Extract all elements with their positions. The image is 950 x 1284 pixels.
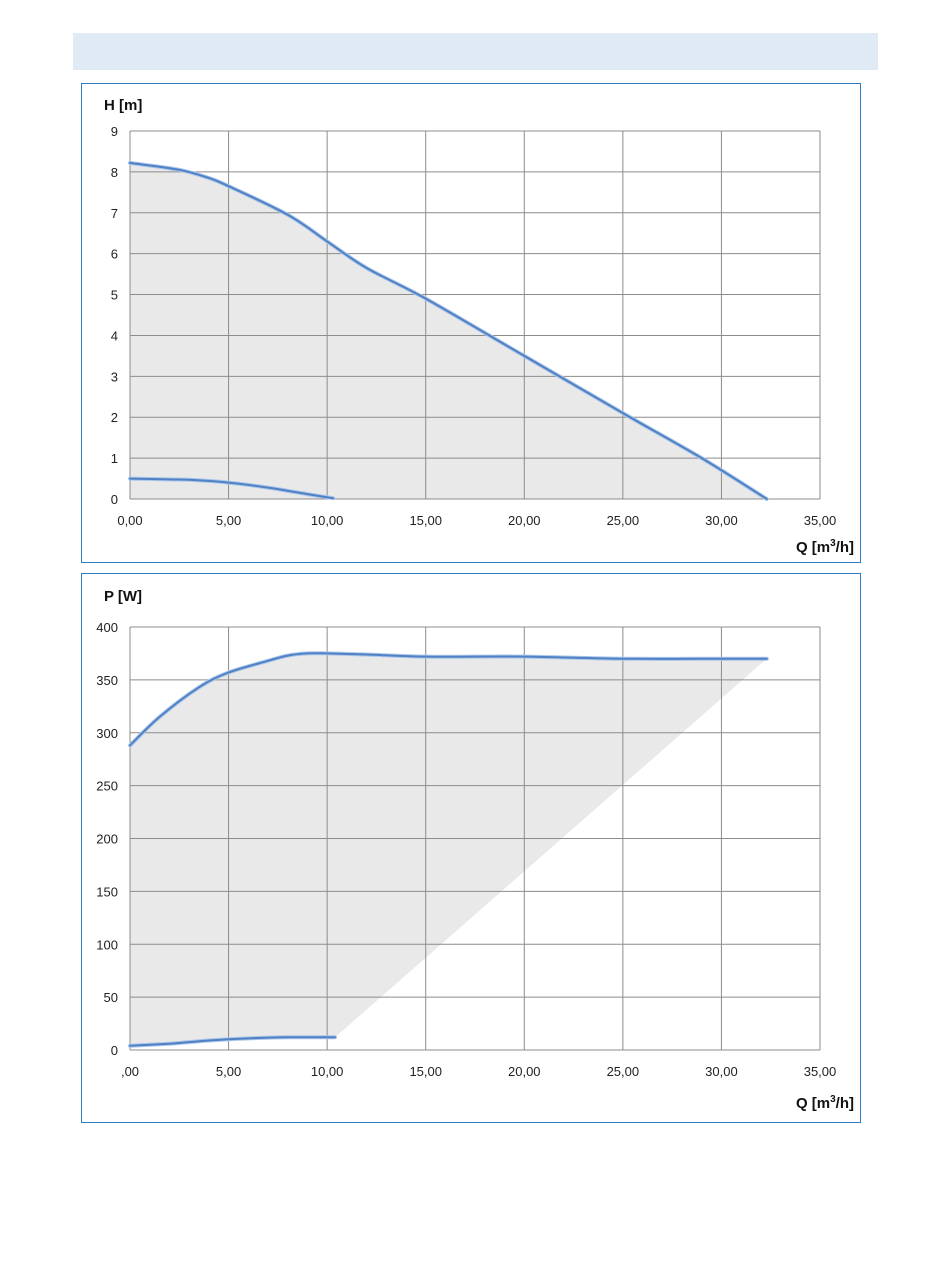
x-tick-label: 10,00 bbox=[311, 513, 344, 528]
y-tick-label: 6 bbox=[111, 247, 118, 262]
y-tick-label: 300 bbox=[96, 726, 118, 741]
y-axis-title: H [m] bbox=[104, 97, 142, 114]
y-tick-label: 4 bbox=[111, 328, 118, 343]
y-tick-label: 9 bbox=[111, 124, 118, 139]
y-tick-label: 0 bbox=[111, 1043, 118, 1058]
x-tick-label: ,00 bbox=[121, 1064, 139, 1079]
y-tick-label: 5 bbox=[111, 288, 118, 303]
series-max-curve bbox=[129, 652, 768, 747]
y-tick-label: 8 bbox=[111, 165, 118, 180]
y-tick-label: 3 bbox=[111, 369, 118, 384]
x-axis-title: Q [m3/h] bbox=[796, 538, 854, 556]
series-max-curve bbox=[129, 161, 768, 500]
y-tick-label: 100 bbox=[96, 937, 118, 952]
y-tick-label: 350 bbox=[96, 673, 118, 688]
x-tick-label: 10,00 bbox=[311, 1064, 344, 1079]
head-flow-chart-svg: 0,00 5,00 10,00 15,00 20,00 25,00 30,00 35,00 0 1… bbox=[104, 97, 854, 556]
x-tick-label: 5,00 bbox=[216, 1064, 241, 1079]
y-tick-label: 0 bbox=[111, 492, 118, 507]
series-min-curve bbox=[129, 1036, 336, 1047]
power-flow-chart: ,00 5,00 10,00 15,00 20,00 25,00 30,00 35,00 0 50… bbox=[81, 573, 861, 1123]
x-tick-label: 35,00 bbox=[804, 1064, 837, 1079]
x-tick-label: 20,00 bbox=[508, 513, 541, 528]
x-tick-label: 15,00 bbox=[409, 513, 442, 528]
operating-area bbox=[130, 162, 767, 499]
series-min-curve bbox=[129, 477, 335, 500]
y-tick-label: 2 bbox=[111, 410, 118, 425]
x-tick-label: 15,00 bbox=[409, 1064, 442, 1079]
x-axis-title: Q [m3/h] bbox=[796, 1094, 854, 1112]
power-flow-chart-svg: ,00 5,00 10,00 15,00 20,00 25,00 30,00 35,00 0 50… bbox=[96, 588, 854, 1112]
header-band bbox=[73, 33, 878, 70]
head-flow-chart: 0,00 5,00 10,00 15,00 20,00 25,00 30,00 35,00 0 1… bbox=[81, 83, 861, 563]
x-tick-label: 25,00 bbox=[607, 513, 640, 528]
operating-area bbox=[130, 653, 767, 1046]
y-tick-label: 50 bbox=[104, 990, 118, 1005]
y-axis-title: P [W] bbox=[104, 588, 142, 605]
x-tick-label: 30,00 bbox=[705, 513, 738, 528]
y-tick-label: 7 bbox=[111, 206, 118, 221]
y-tick-label: 250 bbox=[96, 779, 118, 794]
y-tick-label: 150 bbox=[96, 884, 118, 899]
y-tick-label: 200 bbox=[96, 832, 118, 847]
x-tick-label: 35,00 bbox=[804, 513, 837, 528]
x-tick-label: 25,00 bbox=[607, 1064, 640, 1079]
x-tick-label: 20,00 bbox=[508, 1064, 541, 1079]
x-tick-label: 5,00 bbox=[216, 513, 241, 528]
y-tick-label: 1 bbox=[111, 451, 118, 466]
x-tick-label: 30,00 bbox=[705, 1064, 738, 1079]
x-tick-label: 0,00 bbox=[117, 513, 142, 528]
y-tick-label: 400 bbox=[96, 620, 118, 635]
